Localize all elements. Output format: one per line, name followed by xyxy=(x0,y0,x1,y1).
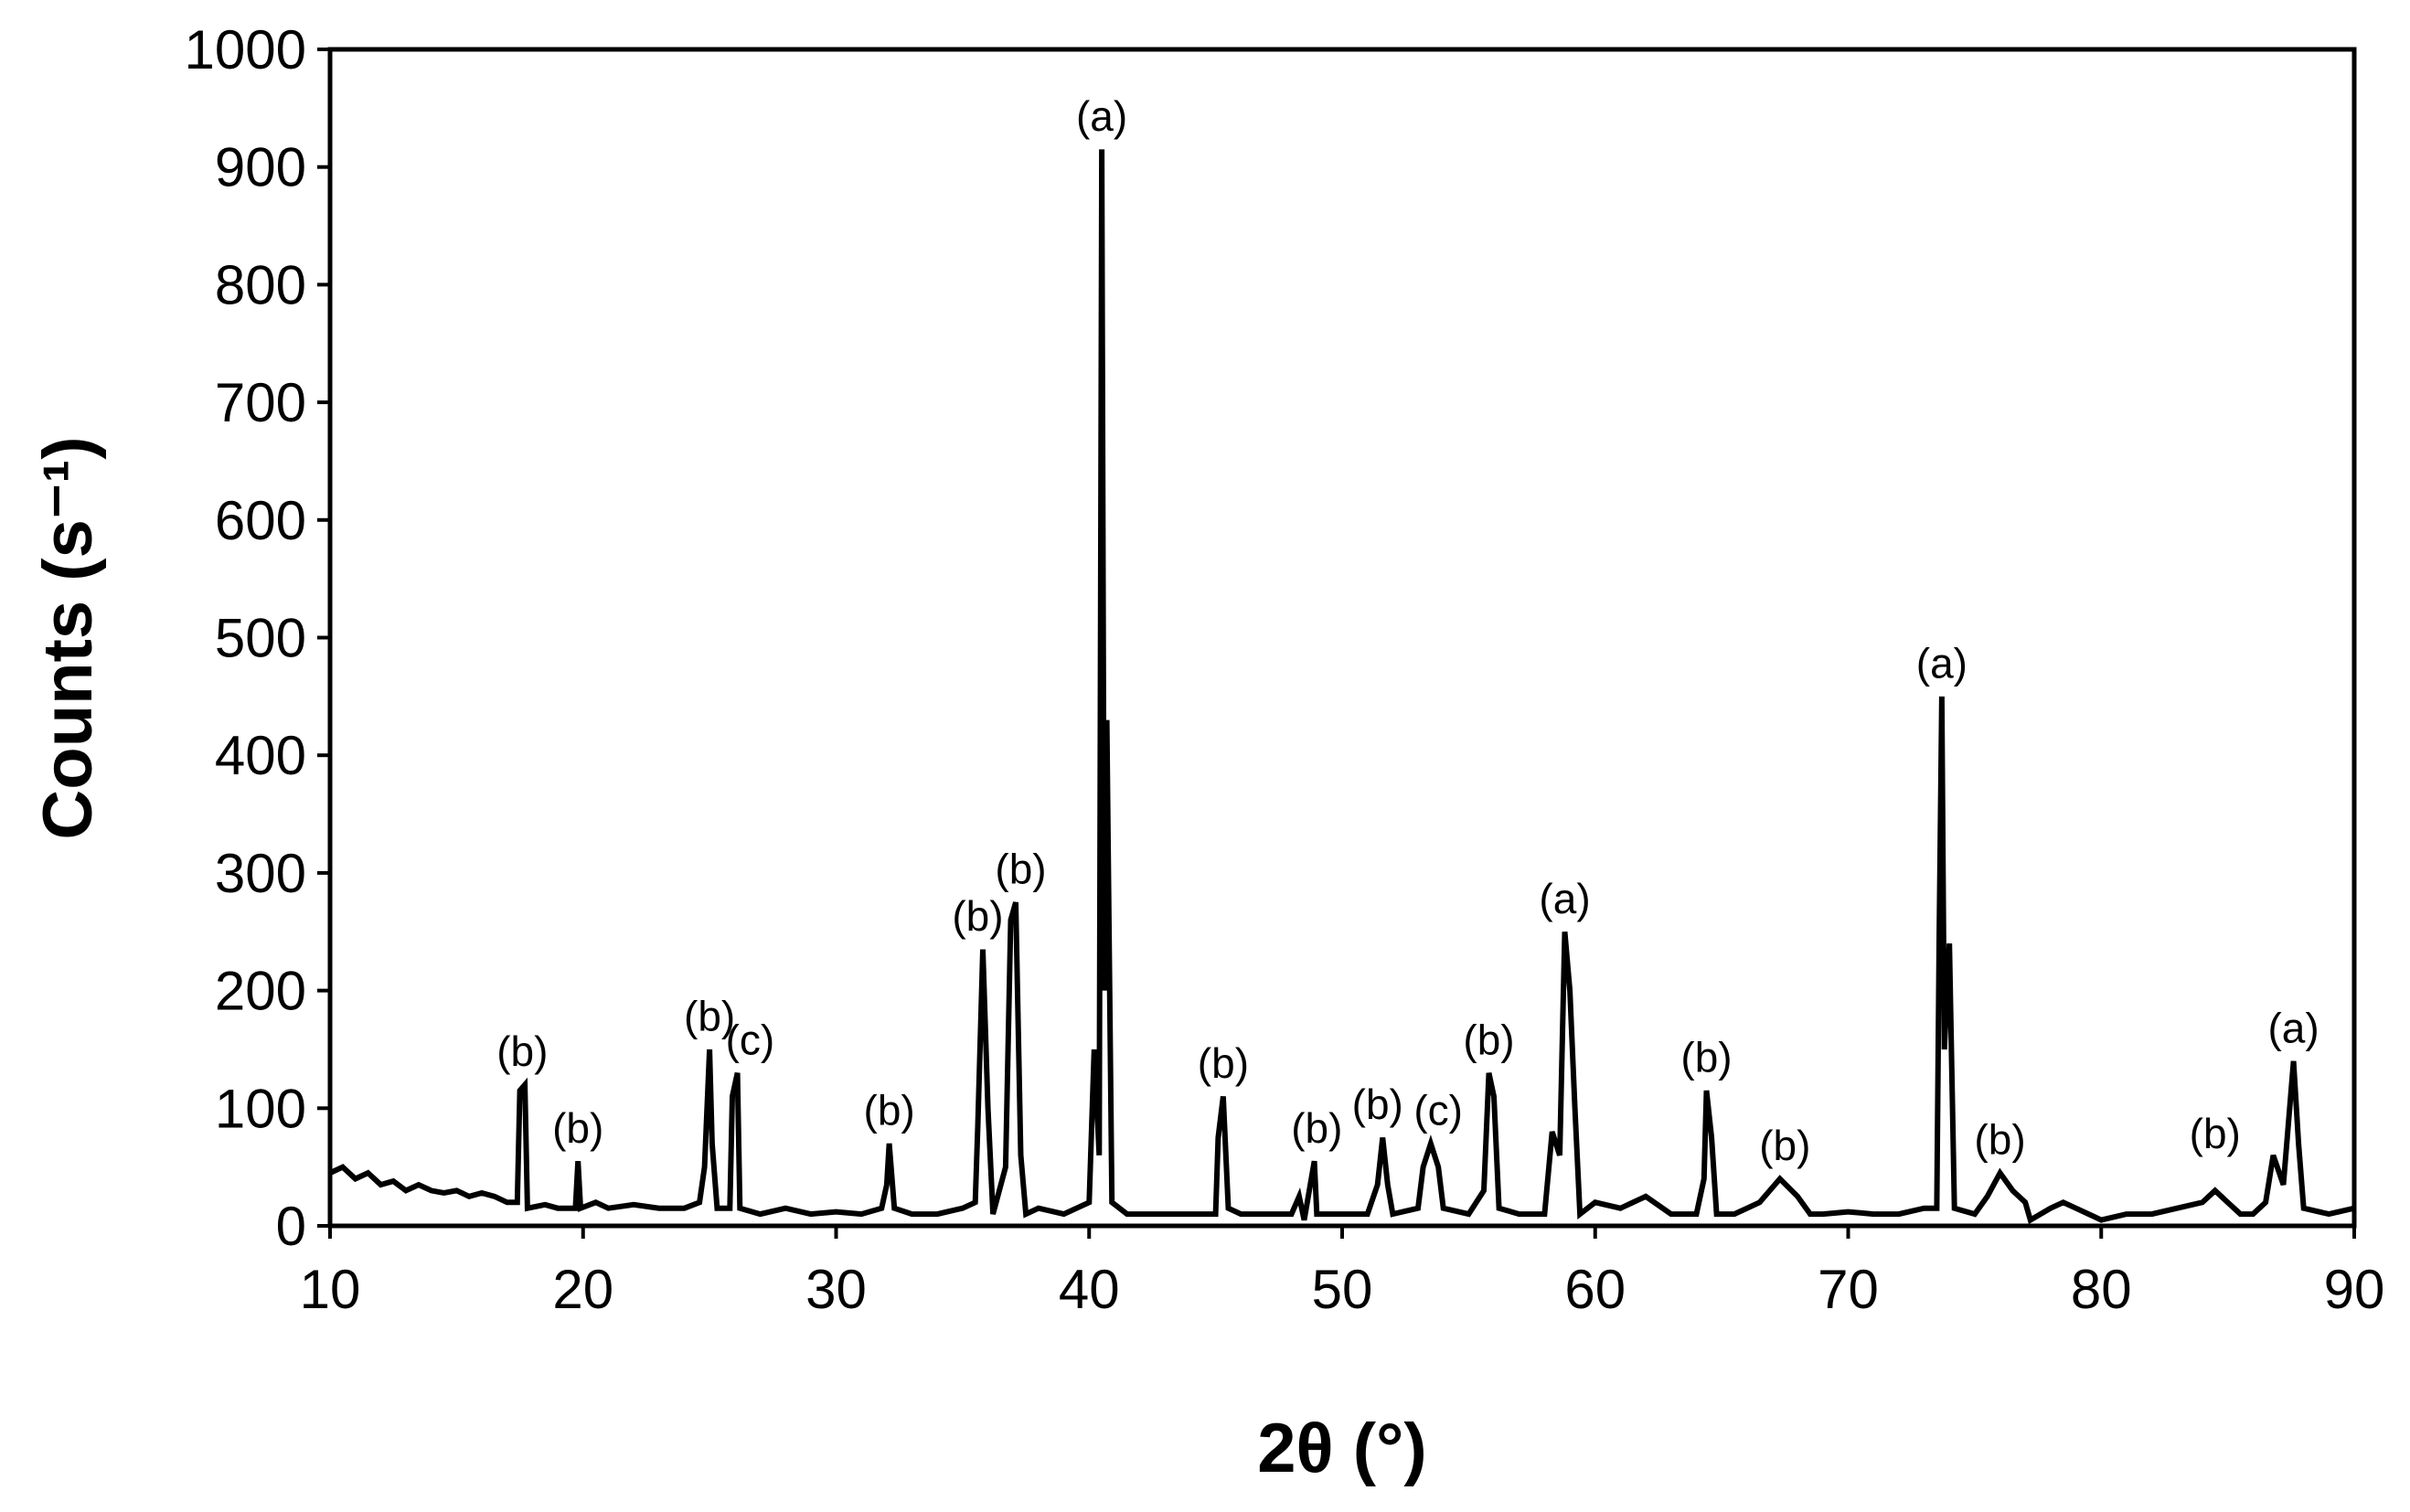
peak-label: (b) xyxy=(1463,1016,1514,1063)
x-tick-label: 60 xyxy=(1564,1259,1626,1320)
peak-label: (b) xyxy=(1198,1039,1249,1087)
peak-label: (b) xyxy=(552,1104,603,1152)
y-tick-label: 500 xyxy=(215,608,306,669)
y-tick-label: 600 xyxy=(215,490,306,551)
peak-label: (b) xyxy=(1759,1122,1810,1169)
y-tick-label: 100 xyxy=(215,1078,306,1139)
y-tick-label: 400 xyxy=(215,725,306,786)
peak-label: (a) xyxy=(2267,1004,2319,1051)
peak-label: (a) xyxy=(1916,639,1967,687)
y-tick-label: 0 xyxy=(276,1196,306,1257)
peak-label: (b) xyxy=(1680,1034,1732,1081)
peak-label: (b) xyxy=(2190,1110,2241,1157)
peak-label: (c) xyxy=(726,1016,775,1063)
y-tick-label: 300 xyxy=(215,843,306,904)
peak-label: (c) xyxy=(1413,1086,1463,1134)
peak-label: (a) xyxy=(1539,875,1590,922)
peak-label: (a) xyxy=(1076,92,1127,140)
y-tick-label: 900 xyxy=(215,137,306,198)
data-line xyxy=(328,149,2355,1225)
peak-label: (b) xyxy=(1291,1104,1342,1152)
plot-frame xyxy=(327,47,2357,1229)
y-tick-label: 800 xyxy=(215,254,306,315)
x-tick-label: 30 xyxy=(805,1259,867,1320)
x-tick-label: 20 xyxy=(552,1259,613,1320)
peak-label: (b) xyxy=(1352,1081,1403,1128)
peak-label: (b) xyxy=(1974,1116,2025,1164)
peak-label: (b) xyxy=(496,1028,548,1075)
x-tick-label: 80 xyxy=(2071,1259,2132,1320)
peak-label: (b) xyxy=(864,1086,915,1134)
peak-label: (b) xyxy=(684,993,735,1040)
x-tick-label: 90 xyxy=(2324,1259,2385,1320)
x-axis-title: 2θ (°) xyxy=(1257,1410,1426,1487)
y-axis-title: Counts (s⁻¹) xyxy=(29,436,107,839)
x-tick-label: 50 xyxy=(1312,1259,1373,1320)
x-tick-label: 10 xyxy=(300,1259,361,1320)
peak-label: (b) xyxy=(995,846,1046,893)
peak-label: (b) xyxy=(952,892,1003,940)
x-tick-label: 40 xyxy=(1059,1259,1120,1320)
y-tick-label: 1000 xyxy=(185,19,306,80)
x-tick-label: 70 xyxy=(1818,1259,1879,1320)
y-tick-label: 200 xyxy=(215,961,306,1022)
y-tick-label: 700 xyxy=(215,372,306,433)
